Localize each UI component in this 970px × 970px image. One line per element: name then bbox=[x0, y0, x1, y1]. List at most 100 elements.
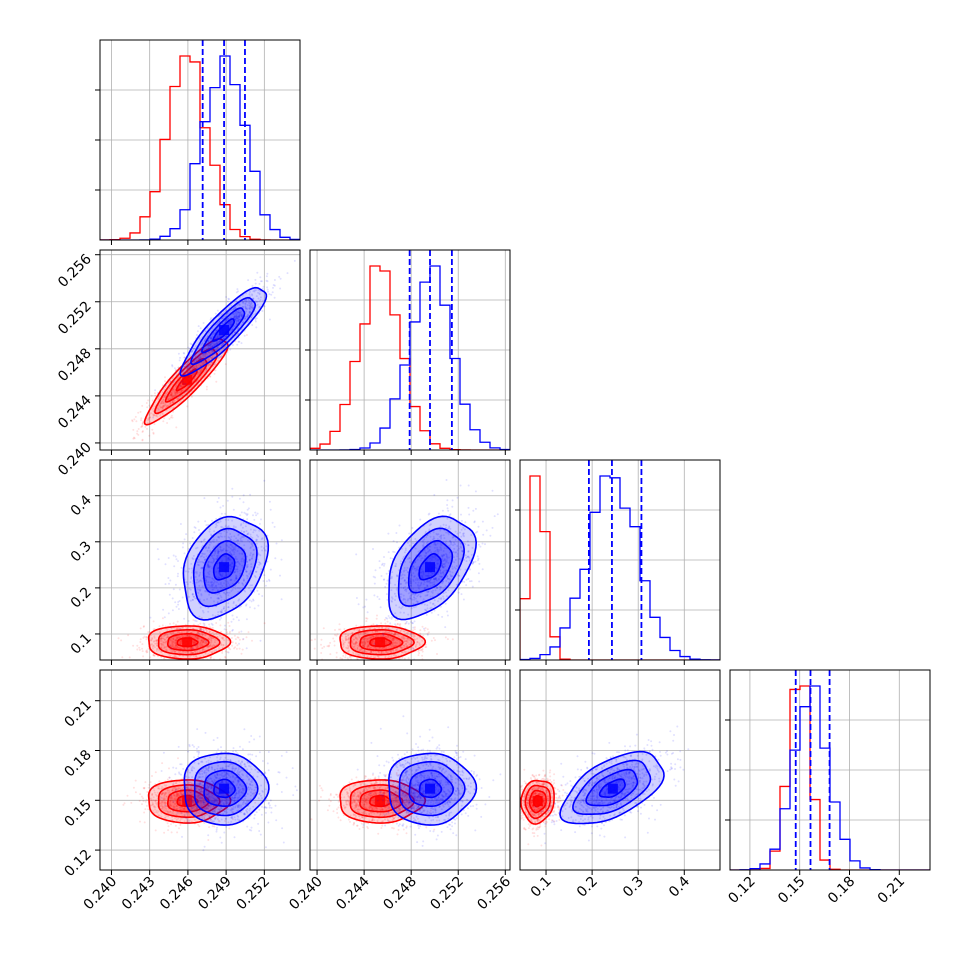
density-peak-blue bbox=[219, 783, 230, 794]
contour-blue bbox=[179, 286, 268, 377]
x-tick-label: 0.4 bbox=[666, 873, 693, 900]
y-tick-label: 0.4 bbox=[68, 492, 95, 519]
contour-red bbox=[369, 794, 392, 808]
x-tick-label: 0.1 bbox=[528, 874, 555, 901]
y-tick-label: 0.252 bbox=[55, 298, 95, 338]
y-tick-label: 0.244 bbox=[55, 392, 95, 432]
contour-red bbox=[528, 789, 547, 814]
contour-red bbox=[147, 779, 232, 824]
contour-red bbox=[167, 789, 210, 813]
contour-blue bbox=[388, 752, 478, 826]
contour-blue bbox=[418, 553, 442, 581]
y-tick-label: 0.2 bbox=[68, 584, 95, 611]
scatter-blue bbox=[151, 728, 298, 852]
contour-red bbox=[369, 637, 392, 648]
contour-blue bbox=[572, 759, 652, 815]
x-tick-label: 0.256 bbox=[474, 873, 514, 913]
contour-blue bbox=[559, 750, 665, 825]
x-tick-label: 0.243 bbox=[119, 874, 159, 914]
contour-blue bbox=[388, 515, 478, 621]
x-tick-label: 0.249 bbox=[195, 874, 235, 914]
y-tick-label: 0.12 bbox=[61, 847, 94, 880]
contour-red bbox=[349, 629, 415, 656]
x-tick-label: 0.252 bbox=[233, 874, 273, 914]
contour-red bbox=[524, 784, 551, 820]
contour-red bbox=[359, 633, 404, 652]
panel-frame bbox=[99, 249, 301, 451]
contour-blue bbox=[398, 760, 466, 817]
contour-blue bbox=[190, 296, 257, 366]
y-tick-label: 0.15 bbox=[61, 797, 94, 830]
contour-red bbox=[176, 794, 199, 808]
joint-panel-3-2 bbox=[519, 669, 721, 871]
contour-red bbox=[167, 633, 210, 652]
contour-red bbox=[176, 637, 199, 648]
joint-panel-2-0 bbox=[99, 459, 301, 661]
contour-red bbox=[154, 347, 219, 415]
contour-blue bbox=[418, 778, 443, 799]
density-peak-blue bbox=[219, 562, 230, 573]
panel-frame bbox=[99, 669, 301, 871]
x-tick-label: 0.252 bbox=[427, 874, 467, 914]
contour-blue bbox=[182, 515, 270, 621]
y-tick-label: 0.240 bbox=[55, 439, 95, 479]
contour-blue bbox=[192, 527, 258, 608]
density-peak-blue bbox=[425, 562, 435, 573]
panel-frame bbox=[519, 669, 721, 871]
density-peak-red bbox=[182, 637, 193, 648]
contour-red bbox=[349, 784, 415, 819]
x-tick-label: 0.240 bbox=[286, 874, 326, 914]
joint-panel-3-0 bbox=[99, 669, 301, 871]
contour-red bbox=[157, 629, 221, 656]
contour-blue bbox=[202, 540, 247, 594]
contour-red bbox=[157, 784, 221, 819]
contour-blue bbox=[183, 752, 270, 826]
joint-panel-2-1 bbox=[309, 459, 511, 661]
x-tick-label: 0.240 bbox=[81, 874, 121, 914]
x-tick-label: 0.246 bbox=[157, 873, 197, 913]
contour-blue bbox=[397, 527, 465, 607]
density-peak-blue bbox=[425, 783, 435, 794]
density-peak-red bbox=[375, 637, 386, 648]
joint-panel-1-0 bbox=[99, 249, 301, 451]
histogram-panel-4 bbox=[725, 669, 931, 871]
x-tick-label: 0.21 bbox=[875, 874, 908, 907]
histogram-red bbox=[520, 475, 720, 660]
contour-blue bbox=[407, 540, 454, 594]
x-tick-label: 0.2 bbox=[574, 874, 601, 901]
contour-red bbox=[164, 357, 208, 403]
y-tick-label: 0.3 bbox=[68, 538, 95, 565]
density-peak-red bbox=[182, 796, 193, 807]
histogram-panel-1 bbox=[95, 39, 301, 241]
contour-blue bbox=[212, 318, 235, 342]
density-peak-red bbox=[182, 374, 193, 385]
panel-frame bbox=[309, 459, 511, 661]
x-tick-label: 0.248 bbox=[380, 874, 420, 914]
y-tick-label: 0.18 bbox=[61, 747, 94, 780]
panel-frame bbox=[309, 669, 511, 871]
histogram-panel-3 bbox=[515, 459, 721, 661]
x-tick-label: 0.15 bbox=[775, 874, 808, 907]
joint-panel-3-1 bbox=[309, 669, 511, 871]
y-tick-label: 0.1 bbox=[68, 630, 95, 657]
contour-blue bbox=[585, 768, 639, 807]
histogram-blue bbox=[520, 475, 720, 660]
contour-blue bbox=[201, 307, 246, 354]
density-peak-blue bbox=[607, 783, 618, 794]
density-peak-red bbox=[375, 796, 386, 807]
contour-red bbox=[339, 625, 427, 660]
x-tick-label: 0.3 bbox=[620, 874, 647, 901]
x-tick-label: 0.12 bbox=[725, 874, 758, 907]
x-tick-label: 0.244 bbox=[333, 873, 373, 913]
scatter-blue bbox=[355, 479, 499, 660]
contour-red bbox=[520, 779, 555, 825]
panel-frame bbox=[99, 459, 301, 661]
density-peak-blue bbox=[219, 325, 230, 335]
y-tick-label: 0.21 bbox=[61, 697, 94, 730]
y-tick-label: 0.256 bbox=[55, 251, 95, 291]
y-tick-label: 0.248 bbox=[55, 345, 95, 385]
x-tick-label: 0.18 bbox=[825, 874, 858, 907]
contour-blue bbox=[598, 778, 626, 798]
contour-blue bbox=[212, 553, 236, 581]
